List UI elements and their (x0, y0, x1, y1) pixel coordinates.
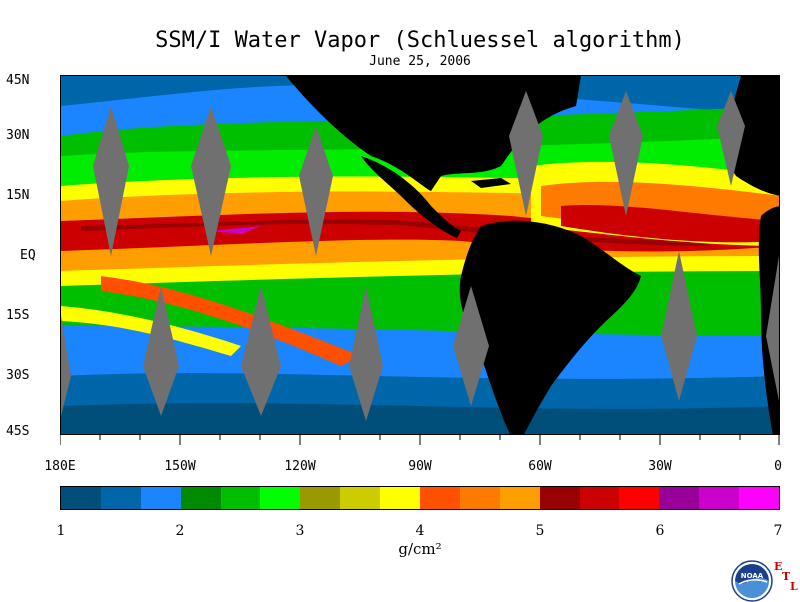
noaa-logo-icon: NOAA (731, 560, 773, 602)
colorbar-swatch (619, 487, 660, 509)
colorbar (60, 486, 780, 510)
lon-label-90w: 90W (408, 459, 432, 474)
colorbar-swatch (180, 487, 221, 509)
map-title: SSM/I Water Vapor (Schluessel algorithm) (155, 28, 685, 53)
lon-label-60w: 60W (528, 459, 552, 474)
colorbar-label-5: 5 (535, 523, 545, 539)
lat-label-15s: 15S (6, 308, 30, 323)
map-date: June 25, 2006 (369, 54, 471, 69)
lat-label-45s: 45S (6, 424, 30, 439)
colorbar-swatch (579, 487, 620, 509)
lat-label-30n: 30N (6, 128, 30, 143)
lon-label-30w: 30W (648, 459, 672, 474)
colorbar-label-6: 6 (655, 523, 665, 539)
lon-label-0: 0 (774, 459, 782, 474)
colorbar-swatch (459, 487, 500, 509)
x-ticks (60, 435, 780, 445)
colorbar-units: g/cm² (398, 540, 442, 558)
lat-label-30s: 30S (6, 368, 30, 383)
colorbar-swatch (499, 487, 540, 509)
colorbar-swatch (100, 487, 141, 509)
lon-label-180e: 180E (44, 459, 76, 474)
svg-text:NOAA: NOAA (741, 572, 764, 580)
colorbar-swatch (340, 487, 381, 509)
lon-label-120w: 120W (284, 459, 316, 474)
lat-label-15n: 15N (6, 188, 30, 203)
colorbar-label-2: 2 (175, 523, 185, 539)
map-field (61, 76, 779, 434)
colorbar-label-4: 4 (415, 523, 425, 539)
water-vapor-map (60, 75, 780, 435)
etl-letter-t: T (782, 570, 791, 583)
colorbar-swatch (380, 487, 421, 509)
colorbar-swatch (739, 487, 780, 509)
colorbar-swatch (539, 487, 580, 509)
lat-label-eq: EQ (20, 248, 36, 263)
lat-label-45n: 45N (6, 73, 30, 88)
colorbar-swatch (220, 487, 261, 509)
colorbar-swatch (300, 487, 341, 509)
colorbar-swatch (140, 487, 181, 509)
colorbar-label-1: 1 (56, 523, 66, 539)
colorbar-swatch (61, 487, 101, 509)
etl-letter-e: E (774, 560, 783, 573)
colorbar-swatch (260, 487, 301, 509)
colorbar-label-7: 7 (773, 523, 783, 539)
etl-letter-l: L (790, 580, 798, 593)
colorbar-swatch (659, 487, 700, 509)
colorbar-swatch (699, 487, 740, 509)
colorbar-label-3: 3 (295, 523, 305, 539)
colorbar-swatch (420, 487, 460, 509)
lon-label-150w: 150W (164, 459, 196, 474)
